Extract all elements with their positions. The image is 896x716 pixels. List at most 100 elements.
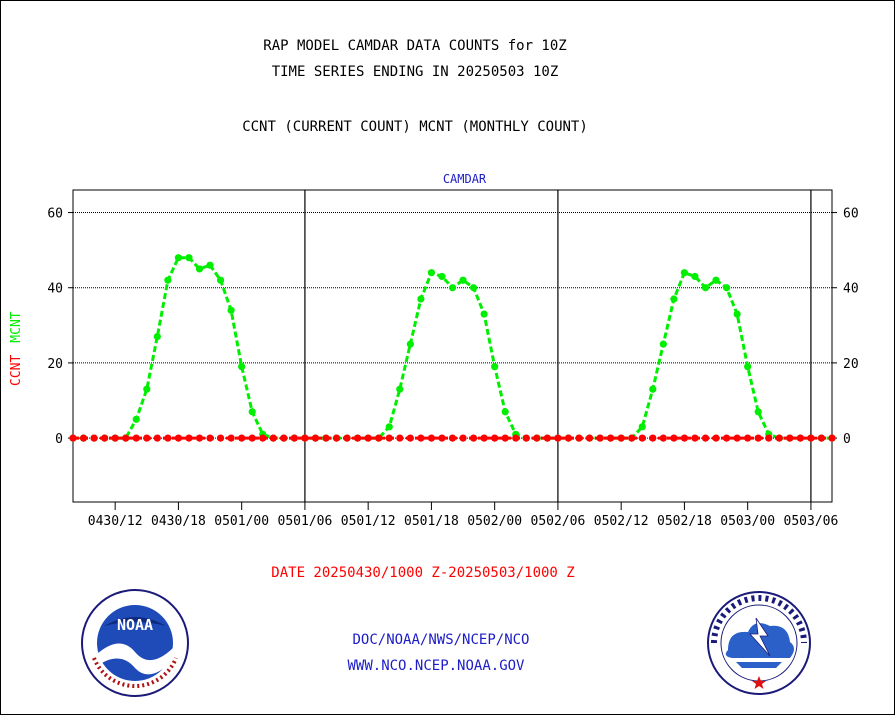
- x-tick-label: 0501/06: [278, 514, 333, 529]
- point-ccnt: [522, 434, 530, 442]
- point-ccnt: [101, 434, 109, 442]
- point-ccnt: [248, 434, 256, 442]
- point-ccnt: [607, 434, 615, 442]
- point-mcnt: [396, 385, 404, 393]
- point-ccnt: [701, 434, 710, 442]
- plot-title: CAMDAR: [443, 172, 487, 186]
- point-mcnt: [406, 340, 414, 348]
- point-ccnt: [164, 434, 172, 442]
- x-tick-label: 0502/12: [594, 514, 649, 529]
- point-mcnt: [680, 269, 689, 277]
- point-ccnt: [311, 434, 320, 442]
- point-ccnt: [733, 434, 741, 442]
- nws-logo: [707, 591, 811, 695]
- point-ccnt: [469, 434, 478, 442]
- point-ccnt: [765, 434, 773, 442]
- point-mcnt: [143, 385, 151, 393]
- point-ccnt: [744, 434, 752, 442]
- point-ccnt: [649, 434, 657, 442]
- y-tick-label: 0: [55, 432, 63, 447]
- x-tick-label: 0501/12: [341, 514, 396, 529]
- point-ccnt: [364, 434, 372, 442]
- x-tick-label: 0502/18: [657, 514, 712, 529]
- point-ccnt: [396, 434, 404, 442]
- point-mcnt: [206, 261, 214, 269]
- x-tick-label: 0503/06: [784, 514, 839, 529]
- point-ccnt: [385, 434, 393, 442]
- point-ccnt: [554, 434, 562, 442]
- point-ccnt: [280, 434, 288, 442]
- y-tick-label-right: 20: [843, 357, 859, 372]
- point-ccnt: [575, 434, 583, 442]
- point-ccnt: [796, 434, 804, 442]
- point-ccnt: [227, 434, 235, 442]
- chart-subtitle: TIME SERIES ENDING IN 20250503 10Z: [271, 64, 559, 80]
- point-mcnt: [132, 415, 140, 423]
- x-tick-label: 0502/00: [467, 514, 522, 529]
- point-ccnt: [817, 434, 826, 442]
- point-mcnt: [248, 408, 256, 416]
- y-label-ccnt: CCNT: [9, 355, 24, 386]
- point-mcnt: [227, 306, 235, 314]
- point-ccnt: [69, 434, 77, 442]
- point-ccnt: [659, 434, 667, 442]
- point-ccnt: [195, 434, 204, 442]
- point-mcnt: [438, 272, 446, 281]
- point-mcnt: [638, 423, 646, 431]
- point-ccnt: [143, 434, 151, 442]
- point-mcnt: [195, 265, 204, 273]
- point-ccnt: [427, 434, 436, 442]
- point-ccnt: [638, 434, 646, 442]
- point-ccnt: [501, 434, 509, 442]
- plot-area: [72, 189, 833, 503]
- x-tick-label: 0502/06: [531, 514, 586, 529]
- point-ccnt: [206, 434, 214, 442]
- y-tick-label: 60: [47, 207, 63, 222]
- point-ccnt: [417, 434, 425, 442]
- point-ccnt: [543, 434, 551, 442]
- website-link[interactable]: WWW.NCO.NCEP.NOAA.GOV: [347, 658, 525, 674]
- point-ccnt: [828, 434, 836, 442]
- point-mcnt: [238, 363, 246, 371]
- y-tick-label-right: 40: [843, 282, 859, 297]
- point-ccnt: [628, 434, 636, 442]
- point-ccnt: [459, 434, 467, 442]
- point-mcnt: [712, 276, 720, 284]
- point-ccnt: [786, 434, 794, 442]
- point-mcnt: [185, 254, 193, 262]
- point-ccnt: [722, 434, 731, 442]
- point-ccnt: [343, 434, 351, 442]
- point-ccnt: [406, 434, 414, 442]
- point-ccnt: [438, 434, 446, 442]
- point-ccnt: [90, 434, 98, 442]
- point-ccnt: [132, 434, 140, 442]
- x-tick-label: 0430/18: [151, 514, 206, 529]
- point-ccnt: [480, 434, 488, 442]
- point-ccnt: [111, 434, 119, 442]
- x-tick-label: 0501/00: [214, 514, 269, 529]
- point-ccnt: [322, 434, 330, 442]
- point-mcnt: [670, 295, 678, 303]
- point-ccnt: [122, 434, 130, 442]
- point-ccnt: [691, 434, 699, 442]
- point-mcnt: [744, 363, 752, 371]
- point-ccnt: [533, 434, 541, 442]
- point-mcnt: [480, 310, 488, 318]
- point-mcnt: [385, 423, 393, 431]
- point-mcnt: [164, 276, 172, 284]
- point-mcnt: [448, 284, 457, 292]
- point-ccnt: [585, 434, 594, 442]
- point-mcnt: [491, 363, 499, 371]
- point-mcnt: [469, 284, 478, 292]
- point-mcnt: [649, 385, 657, 393]
- point-ccnt: [79, 434, 88, 442]
- noaa-logo-text: NOAA: [117, 616, 153, 634]
- point-mcnt: [501, 408, 509, 416]
- org-path-link[interactable]: DOC/NOAA/NWS/NCEP/NCO: [352, 632, 530, 648]
- point-mcnt: [691, 272, 699, 281]
- point-ccnt: [216, 434, 225, 442]
- point-ccnt: [269, 434, 277, 442]
- point-ccnt: [512, 434, 520, 442]
- point-ccnt: [596, 434, 604, 442]
